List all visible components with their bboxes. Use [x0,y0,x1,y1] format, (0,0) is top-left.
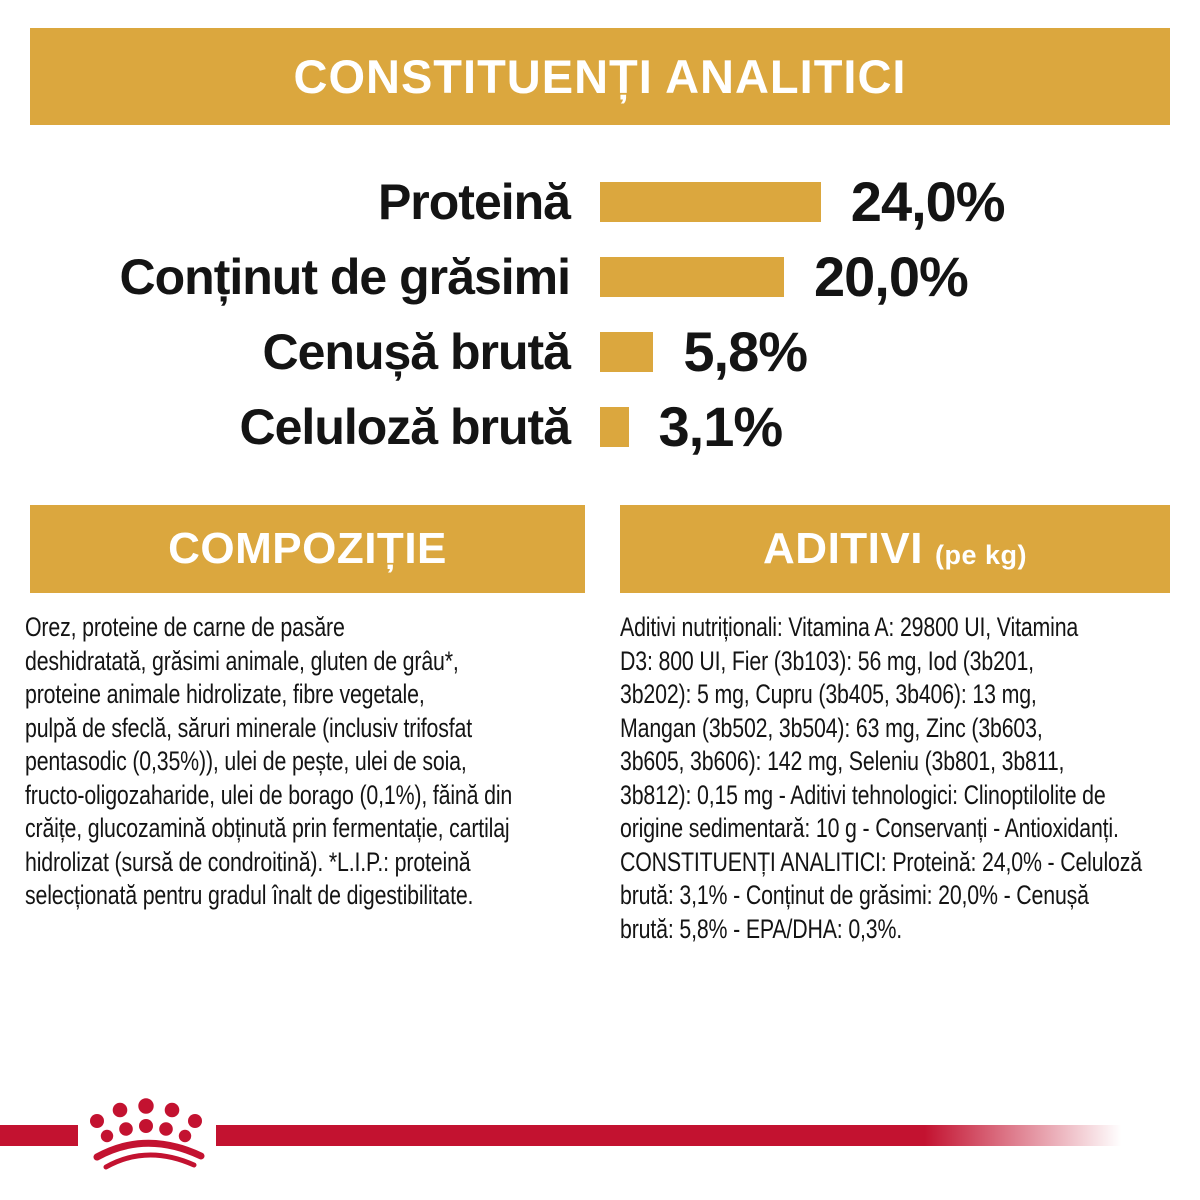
footer-red-band-right [216,1125,1200,1146]
analytical-constituents-title: CONSTITUENȚI ANALITICI [293,50,907,103]
chart-row: Conținut de grăsimi 20,0% [0,239,1200,314]
footer-red-band-left [0,1125,78,1146]
chart-row: Celuloză brută 3,1% [0,389,1200,464]
chart-row: Cenușă brută 5,8% [0,314,1200,389]
chart-bar [600,181,821,222]
additives-banner: ADITIVI (pe kg) [620,505,1170,593]
chart-category-label: Proteină [377,173,571,230]
chart-value-label: 3,1% [658,395,784,458]
additives-text: Aditivi nutriționali: Vitamina A: 29800 … [620,612,1142,944]
composition-text: Orez, proteine de carne de pasăre deshid… [25,612,513,910]
chart-category-label: Celuloză brută [239,398,571,455]
chart-bar [600,406,629,447]
chart-category-label: Conținut de grăsimi [119,248,571,305]
chart-bar [600,331,654,372]
analytical-constituents-bar-chart: Proteină 24,0% Conținut de grăsimi 20,0% Cen… [0,164,1200,464]
composition-title: COMPOZIȚIE [168,524,447,573]
composition-banner: COMPOZIȚIE [30,505,585,593]
additives-title: ADITIVI [763,524,923,573]
chart-value-label: 20,0% [814,245,969,308]
chart-row: Proteină 24,0% [0,164,1200,239]
additives-title-suffix: (pe kg) [934,539,1027,570]
chart-value-label: 5,8% [683,320,808,383]
chart-category-label: Cenușă brută [262,323,571,380]
analytical-constituents-banner: CONSTITUENȚI ANALITICI [30,28,1170,125]
chart-value-label: 24,0% [850,170,1006,233]
chart-bar [600,256,784,297]
